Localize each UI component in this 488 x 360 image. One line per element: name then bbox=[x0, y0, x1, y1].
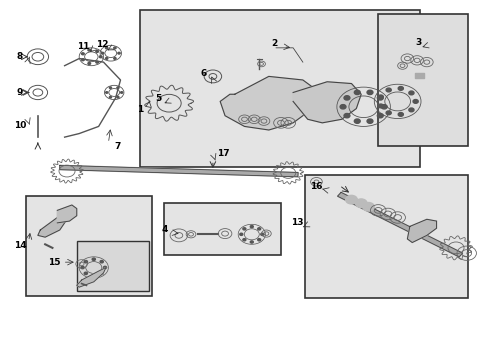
Circle shape bbox=[117, 87, 119, 89]
Circle shape bbox=[243, 228, 245, 230]
Circle shape bbox=[114, 58, 116, 59]
Circle shape bbox=[397, 86, 403, 90]
Circle shape bbox=[243, 239, 245, 241]
Circle shape bbox=[250, 241, 253, 243]
Circle shape bbox=[105, 92, 107, 93]
Text: 10: 10 bbox=[14, 121, 26, 130]
Circle shape bbox=[81, 266, 84, 269]
Circle shape bbox=[105, 47, 108, 49]
Polygon shape bbox=[407, 219, 436, 243]
Circle shape bbox=[386, 111, 390, 115]
Circle shape bbox=[84, 261, 87, 263]
Text: 12: 12 bbox=[96, 40, 108, 49]
Circle shape bbox=[362, 203, 373, 211]
Circle shape bbox=[339, 105, 346, 109]
Circle shape bbox=[345, 195, 357, 204]
Circle shape bbox=[412, 99, 417, 103]
Circle shape bbox=[377, 104, 383, 108]
Circle shape bbox=[84, 272, 87, 275]
Text: 15: 15 bbox=[47, 258, 60, 267]
Circle shape bbox=[99, 56, 102, 58]
Circle shape bbox=[105, 58, 108, 59]
Circle shape bbox=[114, 47, 116, 49]
Circle shape bbox=[366, 119, 372, 123]
Polygon shape bbox=[38, 212, 67, 237]
Text: 14: 14 bbox=[14, 240, 26, 249]
Circle shape bbox=[408, 108, 413, 112]
Text: 9: 9 bbox=[17, 88, 23, 97]
Circle shape bbox=[344, 96, 349, 100]
Circle shape bbox=[354, 119, 360, 123]
Circle shape bbox=[257, 239, 260, 241]
Text: 5: 5 bbox=[155, 94, 161, 103]
Bar bbox=[77, 241, 148, 291]
Circle shape bbox=[100, 272, 103, 275]
Circle shape bbox=[118, 52, 120, 54]
Circle shape bbox=[81, 59, 84, 61]
Circle shape bbox=[96, 61, 98, 63]
Bar bbox=[164, 203, 281, 255]
Polygon shape bbox=[57, 205, 77, 223]
Circle shape bbox=[386, 88, 390, 92]
Circle shape bbox=[121, 92, 122, 93]
Bar bbox=[140, 10, 419, 167]
Circle shape bbox=[377, 95, 383, 99]
Circle shape bbox=[101, 52, 103, 54]
Polygon shape bbox=[77, 267, 106, 287]
Circle shape bbox=[96, 50, 98, 52]
Bar bbox=[305, 175, 467, 298]
Text: 16: 16 bbox=[309, 181, 322, 190]
Text: 8: 8 bbox=[17, 51, 23, 60]
Circle shape bbox=[117, 96, 119, 98]
Text: 3: 3 bbox=[414, 37, 420, 46]
Polygon shape bbox=[292, 82, 361, 123]
Text: 11: 11 bbox=[77, 42, 89, 51]
Circle shape bbox=[250, 225, 253, 228]
Polygon shape bbox=[220, 76, 317, 130]
Bar bbox=[26, 196, 152, 296]
Circle shape bbox=[260, 233, 263, 235]
Text: 7: 7 bbox=[114, 142, 120, 151]
Circle shape bbox=[397, 113, 403, 116]
Text: 6: 6 bbox=[200, 69, 206, 78]
Circle shape bbox=[88, 49, 90, 51]
Text: 17: 17 bbox=[216, 149, 229, 158]
Polygon shape bbox=[60, 165, 298, 177]
Circle shape bbox=[88, 63, 90, 64]
Circle shape bbox=[366, 90, 372, 95]
Circle shape bbox=[257, 228, 260, 230]
Circle shape bbox=[239, 233, 243, 235]
Circle shape bbox=[381, 105, 386, 109]
Circle shape bbox=[408, 91, 413, 95]
Text: 2: 2 bbox=[271, 39, 277, 48]
Circle shape bbox=[109, 96, 111, 98]
Text: 1: 1 bbox=[137, 105, 143, 114]
Text: 13: 13 bbox=[290, 218, 303, 227]
Circle shape bbox=[103, 266, 106, 269]
Circle shape bbox=[354, 90, 360, 95]
Polygon shape bbox=[337, 192, 462, 257]
Circle shape bbox=[377, 96, 383, 100]
Circle shape bbox=[100, 261, 103, 263]
Circle shape bbox=[109, 87, 111, 89]
Bar bbox=[377, 14, 467, 146]
Text: 4: 4 bbox=[162, 225, 168, 234]
Circle shape bbox=[377, 113, 383, 118]
Circle shape bbox=[355, 199, 366, 207]
Circle shape bbox=[81, 53, 84, 55]
Circle shape bbox=[344, 113, 349, 118]
Circle shape bbox=[92, 258, 95, 260]
Circle shape bbox=[92, 275, 95, 277]
